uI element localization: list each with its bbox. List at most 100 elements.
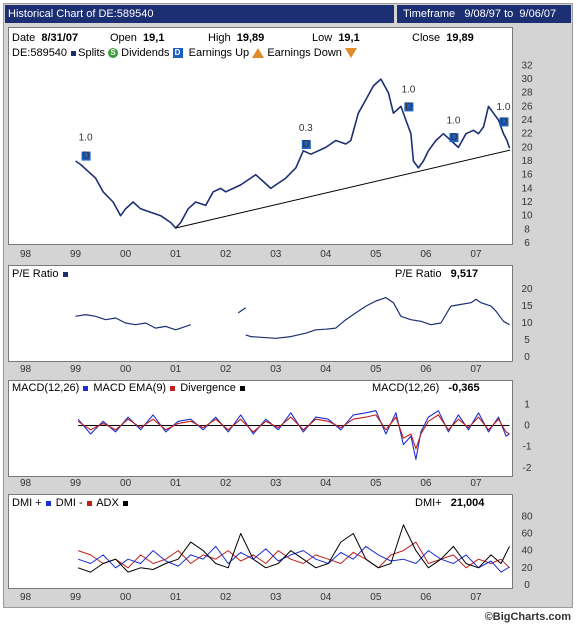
dividend-marker-glyph-1: D [303, 139, 310, 150]
earnings-up-icon [252, 48, 265, 59]
dividend-marker-glyph-2: D [405, 101, 412, 112]
legend-dividends: Dividends [121, 47, 170, 59]
x-tick-label-02: 02 [220, 478, 232, 489]
adx-label: ADX [96, 497, 119, 509]
dividend-marker-2 [404, 102, 414, 112]
timeframe-to-word: to [504, 8, 514, 20]
pe-label: P/E Ratio [12, 268, 59, 280]
macd-legend: MACD(12,26) MACD EMA(9) Divergence [12, 382, 247, 394]
pe-value-readout: P/E Ratio 9,517 [395, 268, 478, 280]
low-value: 19,1 [338, 32, 360, 44]
timeframe: Timeframe 9/08/97 to 9/06/07 [394, 5, 571, 23]
dividend-marker-4 [499, 117, 509, 127]
price-y-tick-18: 18 [521, 156, 533, 167]
macd-y-tick-1: 1 [524, 399, 530, 410]
x-tick-label-02: 02 [220, 592, 232, 603]
date-value: 8/31/07 [41, 32, 79, 44]
adx-line [77, 524, 510, 573]
quote-date: Date 8/31/07 [12, 32, 78, 44]
macd-value-readout: MACD(12,26) -0,365 [372, 382, 480, 394]
pe-series-line-2 [245, 297, 510, 339]
pe-y-tick-10: 10 [521, 318, 533, 329]
price-y-tick-8: 8 [524, 224, 530, 235]
x-tick-label-07: 07 [470, 478, 482, 489]
legend-earnings-down: Earnings Down [267, 47, 342, 59]
x-tick-label-98: 98 [20, 478, 32, 489]
price-y-tick-28: 28 [521, 88, 533, 99]
high-label: High [208, 32, 231, 44]
macd-ema-label: MACD EMA(9) [93, 382, 167, 394]
macd-swatch-icon [83, 385, 89, 391]
open-label: Open [110, 32, 137, 44]
pe-y-tick-0: 0 [524, 352, 530, 363]
x-tick-label-07: 07 [470, 592, 482, 603]
x-tick-label-06: 06 [420, 364, 432, 375]
dmi-minus-line [77, 541, 510, 569]
close-label: Close [412, 32, 441, 44]
price-y-tick-20: 20 [521, 142, 533, 153]
x-tick-label-98: 98 [20, 364, 32, 375]
x-tick-label-01: 01 [170, 364, 182, 375]
dividend-marker-0 [81, 151, 91, 161]
legend-splits: Splits [78, 47, 106, 59]
x-tick-label-05: 05 [370, 478, 382, 489]
price-y-tick-26: 26 [521, 101, 533, 112]
quote-open: Open 19,1 [110, 32, 164, 44]
x-tick-label-99: 99 [70, 478, 82, 489]
x-tick-label-03: 03 [270, 249, 282, 260]
dividend-marker-1 [301, 139, 311, 149]
low-label: Low [312, 32, 333, 44]
price-y-tick-6: 6 [524, 238, 530, 249]
dividend-marker-glyph-3: D [450, 132, 457, 143]
split-label-1: 0.3 [299, 123, 313, 134]
price-series-line [75, 78, 511, 229]
dmi-y-tick-0: 0 [524, 580, 530, 591]
dmi-value: 21,004 [450, 497, 485, 509]
x-tick-label-06: 06 [420, 249, 432, 260]
x-tick-label-04: 04 [320, 249, 332, 260]
x-tick-label-00: 00 [120, 364, 132, 375]
pe-value: 9,517 [450, 268, 479, 280]
x-tick-label-99: 99 [70, 364, 82, 375]
dividend-marker-3 [449, 133, 459, 143]
pe-value-label: P/E Ratio [395, 268, 442, 280]
split-label-4: 1.0 [497, 102, 511, 113]
split-label-3: 1.0 [446, 115, 460, 126]
macd-label: MACD(12,26) [12, 382, 80, 394]
dmi-plus-swatch-icon [45, 500, 51, 506]
x-tick-label-05: 05 [370, 364, 382, 375]
pe-panel [8, 265, 513, 362]
footer-credit: ©BigCharts.com [484, 611, 571, 623]
pe-y-tick-20: 20 [521, 284, 533, 295]
pe-legend: P/E Ratio [12, 268, 70, 280]
price-legend: DE:589540 Splits S Dividends D Earnings … [12, 47, 357, 59]
x-tick-label-99: 99 [70, 249, 82, 260]
high-value: 19,89 [236, 32, 265, 44]
price-y-tick-32: 32 [521, 60, 533, 71]
dmi-value-readout: DMI+ 21,004 [415, 497, 484, 509]
macd-ema-line [77, 414, 510, 450]
pe-series-line-0 [75, 314, 191, 331]
macd-line [77, 410, 510, 460]
ema-swatch-icon [170, 385, 176, 391]
dmi-minus-label: DMI - [55, 497, 83, 509]
legend-symbol: DE:589540 [12, 47, 68, 59]
x-tick-label-03: 03 [270, 592, 282, 603]
quote-low: Low 19,1 [312, 32, 360, 44]
title-bar: Historical Chart of DE:589540 Timeframe … [5, 5, 571, 23]
price-y-tick-10: 10 [521, 211, 533, 222]
x-tick-label-04: 04 [320, 364, 332, 375]
price-y-tick-22: 22 [521, 129, 533, 140]
adx-swatch-icon [122, 500, 128, 506]
macd-y-tick-0: 0 [524, 421, 530, 432]
dmi-plus-line [77, 545, 510, 573]
price-y-tick-24: 24 [521, 115, 533, 126]
dmi-value-label: DMI+ [415, 497, 442, 509]
x-tick-label-03: 03 [270, 364, 282, 375]
split-label-2: 1.0 [401, 85, 415, 96]
x-tick-label-00: 00 [120, 592, 132, 603]
x-tick-label-05: 05 [370, 249, 382, 260]
dmi-y-tick-60: 60 [521, 528, 533, 539]
close-value: 19,89 [446, 32, 474, 44]
